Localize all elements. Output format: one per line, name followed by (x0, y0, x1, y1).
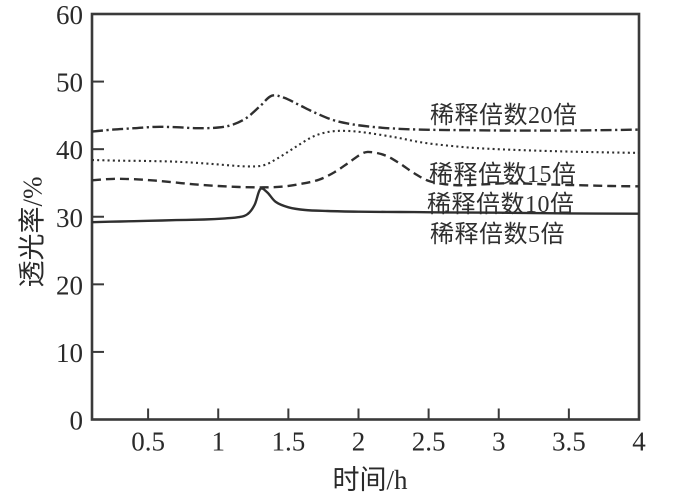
y-tick-label: 60 (56, 0, 83, 30)
curve-annotation-dilution-10x: 稀释倍数10倍 (427, 192, 575, 218)
x-tick-label: 2 (352, 427, 366, 457)
y-tick-label: 10 (56, 338, 83, 368)
curve-dilution-5x (91, 187, 640, 224)
x-tick-label: 0.5 (131, 427, 165, 457)
x-tick-label: 4 (632, 427, 646, 457)
curve-dilution-10x (91, 150, 640, 189)
x-tick-label: 3.5 (552, 427, 586, 457)
curve-annotation-dilution-5x: 稀释倍数5倍 (430, 222, 565, 248)
x-tick-label: 1 (211, 427, 225, 457)
curve-annotation-dilution-15x: 稀释倍数15倍 (429, 162, 577, 188)
y-tick-label: 50 (56, 68, 83, 98)
y-tick-label: 0 (70, 406, 84, 436)
x-axis-title: 时间/h (332, 465, 408, 494)
x-tick-label: 2.5 (412, 427, 446, 457)
curve-dilution-15x (91, 129, 640, 168)
x-tick-label: 1.5 (271, 427, 305, 457)
y-tick-label: 40 (56, 135, 83, 165)
y-tick-label: 20 (56, 270, 83, 300)
y-tick-label: 30 (56, 203, 83, 233)
y-axis-title: 透光率/% (17, 176, 48, 288)
curve-dilution-20x (91, 94, 640, 133)
x-tick-label: 3 (492, 427, 506, 457)
curve-annotation-dilution-20x: 稀释倍数20倍 (430, 103, 578, 129)
plot-border (90, 12, 641, 421)
